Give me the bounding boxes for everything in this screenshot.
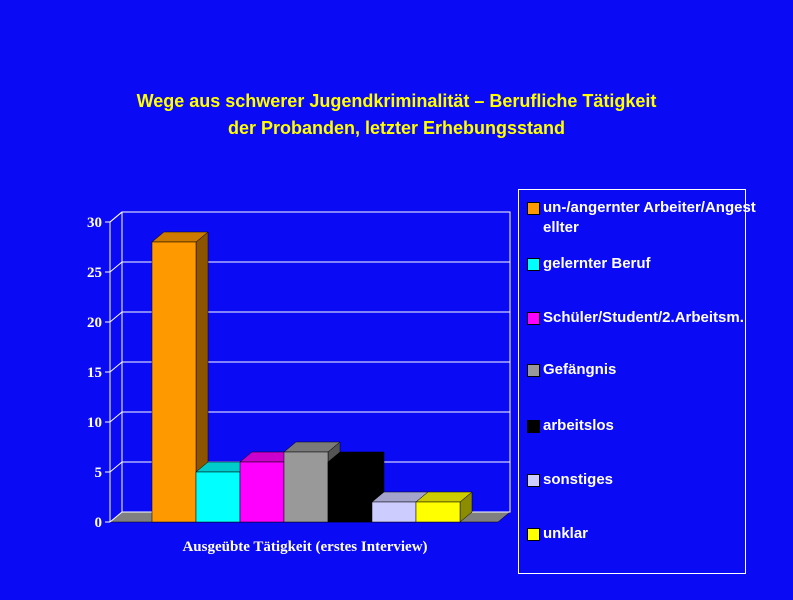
legend-label: gelernter Beruf (543, 255, 651, 272)
legend-swatch (527, 202, 540, 215)
y-tick-label: 20 (87, 315, 102, 331)
x-axis-label: Ausgeübte Tätigkeit (erstes Interview) (182, 539, 427, 555)
bar (283, 451, 329, 523)
legend-label: arbeitslos (543, 417, 614, 434)
legend: un-/angernter Arbeiter/Angestellter geler… (518, 189, 756, 574)
legend-swatch (527, 474, 540, 487)
y-tick-label: 0 (95, 515, 103, 531)
legend-label: unklar (543, 525, 589, 542)
legend-swatch (527, 258, 540, 271)
y-tick-label: 15 (87, 365, 102, 381)
grid-line (109, 211, 123, 223)
legend-item: un-/angernter Arbeiter/Angestellter (527, 198, 758, 238)
bar (239, 461, 285, 523)
grid-line (109, 511, 123, 523)
legend-label: sonstiges (543, 471, 614, 488)
chart-title: der Probanden, letzter Erhebungsstand (227, 118, 566, 138)
legend-item: sonstiges (527, 470, 758, 490)
y-tick-label: 5 (95, 465, 103, 481)
grid-line (109, 311, 123, 323)
legend-swatch (527, 312, 540, 325)
legend-swatch (527, 420, 540, 433)
bar (151, 241, 197, 523)
y-tick-label: 10 (87, 415, 102, 431)
legend-swatch (527, 364, 540, 377)
grid-line (109, 461, 123, 473)
grid-line (109, 411, 123, 423)
legend-item: Gefängnis (527, 360, 758, 380)
y-tick-label: 25 (87, 265, 102, 281)
bar (327, 461, 373, 523)
bar (195, 471, 241, 523)
legend-label: un-/angernter Arbeiter/Angestellter (543, 199, 756, 236)
legend-item: unklar (527, 524, 758, 544)
y-tick-label: 30 (87, 215, 102, 231)
legend-label: Gefängnis (543, 361, 617, 378)
chart-title: Wege aus schwerer Jugendkriminalität – B… (136, 91, 657, 111)
legend-item: Schüler/Student/2.Arbeitsm. (527, 308, 758, 328)
legend-item: gelernter Beruf (527, 254, 758, 274)
grid-line (109, 261, 123, 273)
legend-item: arbeitslos (527, 416, 758, 436)
grid-line (109, 361, 123, 373)
bar (415, 501, 461, 523)
bar (371, 501, 417, 523)
legend-label: Schüler/Student/2.Arbeitsm. (543, 309, 744, 326)
legend-swatch (527, 528, 540, 541)
